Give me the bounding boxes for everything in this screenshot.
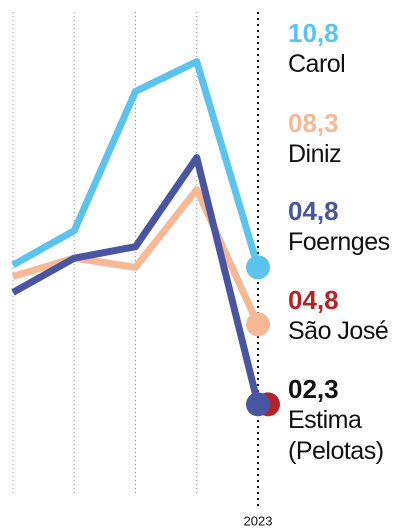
legend-label: Estima (Pelotas)	[288, 406, 384, 465]
line	[11, 154, 262, 406]
series-label: 08,3 Diniz	[288, 108, 400, 170]
value-label: 10,8	[288, 18, 339, 48]
series-label: 04,8 São José	[288, 285, 400, 347]
series-label: 04,8 Foernges	[288, 196, 400, 258]
value-label: 04,8	[288, 196, 339, 226]
series-label: 02,3 Estima (Pelotas)	[288, 374, 400, 467]
value-label: 08,3	[288, 108, 339, 138]
end-dot	[246, 255, 270, 280]
legend-label: Foernges	[288, 228, 390, 256]
value-label: 02,3	[288, 374, 339, 404]
legend-label: Carol	[288, 50, 346, 78]
line	[11, 58, 262, 269]
x-tick-label: 2023	[244, 513, 273, 528]
legend-label: São José	[288, 317, 389, 345]
value-label: 04,8	[288, 285, 339, 315]
legend-label: Diniz	[288, 140, 342, 168]
end-dot	[246, 392, 270, 417]
end-dot	[246, 312, 270, 337]
series-label: 10,8 Carol	[288, 18, 400, 80]
